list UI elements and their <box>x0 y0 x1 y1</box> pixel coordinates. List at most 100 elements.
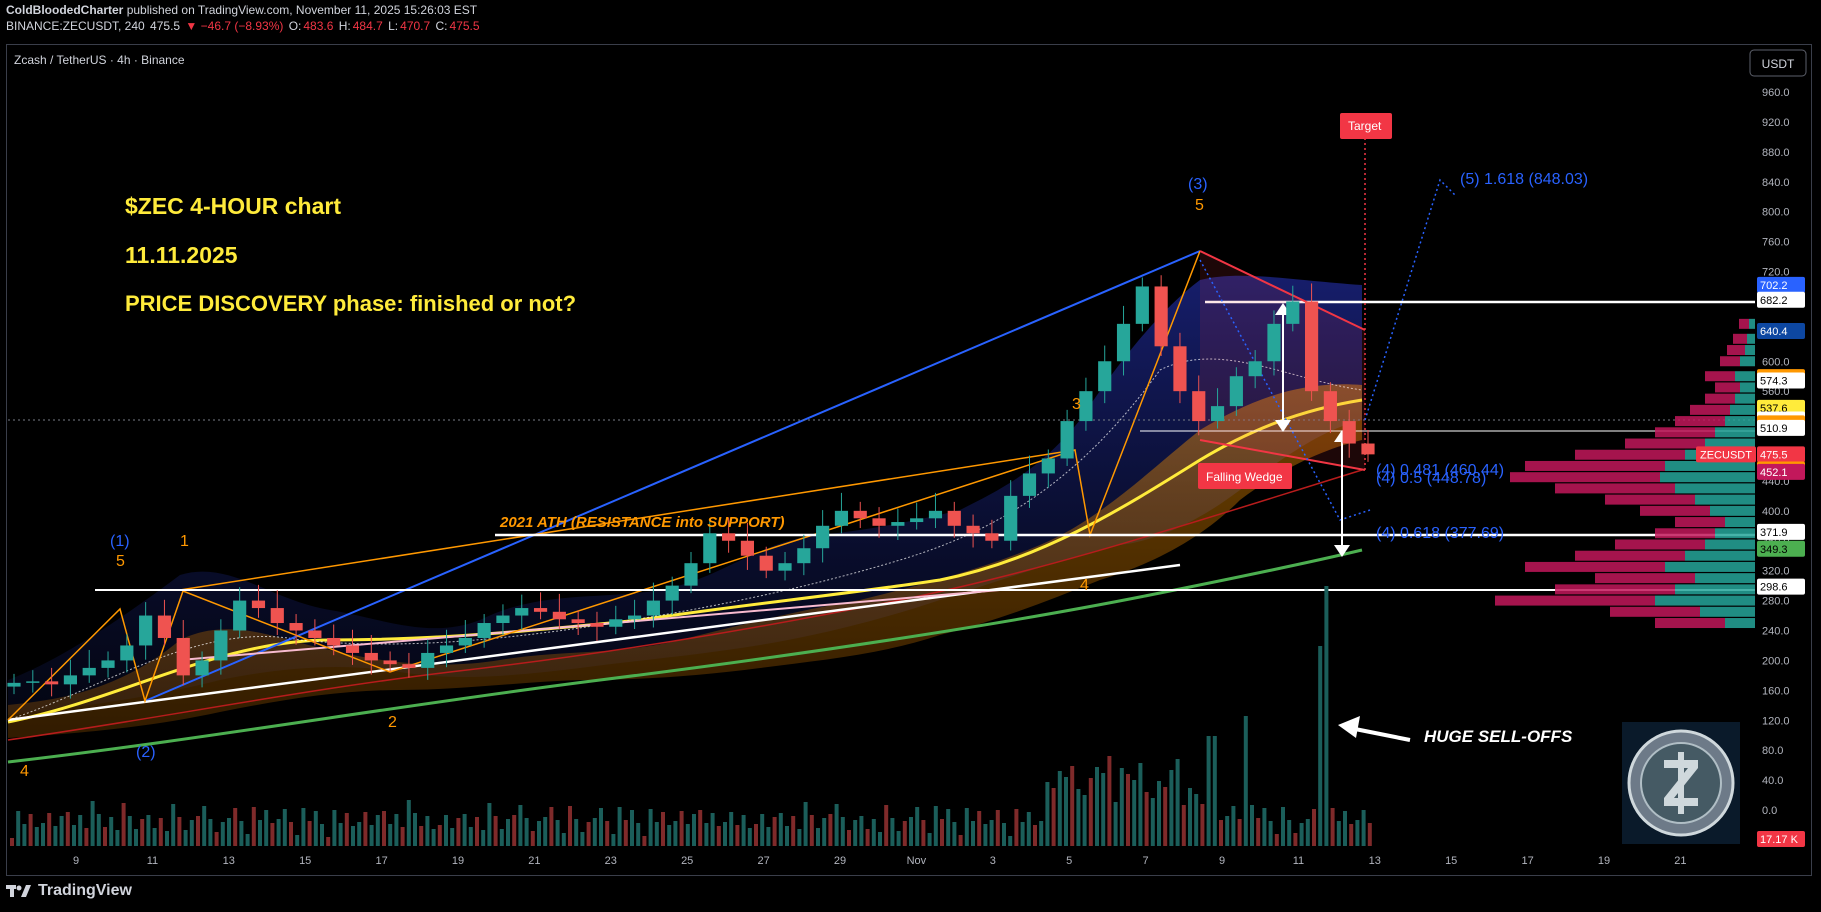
volume-bar <box>1088 778 1093 846</box>
volume-bar <box>785 826 789 846</box>
open-label: O: <box>288 19 302 33</box>
elliott-wave-orange <box>7 250 1201 721</box>
volume-bar <box>1051 788 1056 846</box>
volume-bar <box>1243 716 1248 846</box>
price-chart[interactable]: Zcash / TetherUS · 4h · Binance <box>0 0 1821 880</box>
volume-profile-bar-down <box>1640 505 1710 516</box>
volume-bar <box>735 825 740 846</box>
volume-bar <box>400 827 405 846</box>
y-tick-label: 920.0 <box>1762 117 1790 129</box>
candle-body <box>139 615 153 646</box>
volume-bar <box>462 814 467 846</box>
price-tag-box <box>1757 578 1805 595</box>
y-tick-label: 80.0 <box>1762 745 1783 757</box>
volume-bar <box>778 813 783 846</box>
volume-bar <box>754 824 758 846</box>
annotation-ath: 2021 ATH (RESISTANCE into SUPPORT) <box>499 514 784 531</box>
sell-offs-label: HUGE SELL-OFFS <box>1424 727 1573 746</box>
price-tag-box <box>1757 446 1805 463</box>
volume-bar <box>884 805 889 846</box>
volume-bar <box>214 832 219 846</box>
volume-profile-bar-down <box>1675 517 1725 528</box>
x-tick-label: 5 <box>1066 855 1072 867</box>
volume-bar <box>313 811 318 846</box>
tradingview-logo-icon <box>6 885 31 897</box>
candle-body <box>45 681 59 685</box>
volume-profile-bar-up <box>1665 561 1755 572</box>
volume-profile-bar-up <box>1715 528 1755 539</box>
volume-bar <box>1181 805 1186 846</box>
candle-body <box>1154 286 1168 347</box>
volume-bar <box>1299 823 1304 846</box>
currency-button[interactable] <box>1749 49 1807 77</box>
volume-bar <box>65 812 70 846</box>
volume-bar <box>425 816 430 846</box>
volume-bar <box>487 803 492 846</box>
volume-bar <box>859 816 864 846</box>
candle-body <box>910 518 924 523</box>
zcash-coin-logo <box>1622 722 1740 844</box>
price-tag-value: 17.17 K <box>1760 834 1799 846</box>
volume-bar <box>1312 809 1316 846</box>
volume-bar <box>444 815 448 846</box>
volume-profile-bar-down <box>1655 528 1715 539</box>
chart-pane[interactable] <box>6 44 1812 876</box>
falling-wedge-label: Falling Wedge <box>1206 470 1283 484</box>
target-badge <box>1340 113 1392 139</box>
volume-bar <box>1026 812 1031 846</box>
x-tick-label: 7 <box>1143 855 1149 867</box>
candle-body <box>665 585 679 601</box>
volume-bar <box>258 820 262 846</box>
volume-bar <box>202 806 207 846</box>
volume-bar <box>1281 807 1285 846</box>
author-name[interactable]: ColdBloodedCharter <box>6 3 124 17</box>
candle-body <box>1135 286 1149 324</box>
volume-bar <box>822 818 827 846</box>
volume-bar <box>524 818 529 846</box>
volume-bar <box>1163 787 1168 846</box>
volume-profile-bar-up <box>1660 472 1755 483</box>
target-label: Target <box>1348 119 1382 133</box>
volume-bar <box>1169 770 1174 846</box>
volume-profile-bar-up <box>1740 382 1755 393</box>
x-tick-label: 17 <box>1521 855 1533 867</box>
volume-bar <box>1305 819 1310 846</box>
volume-bar <box>989 820 994 846</box>
y-tick-label: 720.0 <box>1762 267 1790 279</box>
price-tag-value: 640.4 <box>1760 326 1788 338</box>
wedge-lower <box>1199 439 1366 471</box>
volume-bar <box>958 835 963 846</box>
volume-bar <box>506 819 510 846</box>
price-tag-box <box>1757 372 1805 389</box>
candle-body <box>120 645 134 661</box>
volume-bar <box>1057 771 1062 846</box>
volume-bar <box>227 818 231 846</box>
tradingview-footer[interactable]: TradingView <box>6 882 132 900</box>
volume-profile-bar-down <box>1720 356 1740 367</box>
volume-bar <box>183 830 188 846</box>
candle-body <box>101 660 115 668</box>
y-tick-label: 880.0 <box>1762 147 1790 159</box>
volume-bar <box>47 813 52 846</box>
volume-profile-bar-down <box>1705 371 1735 382</box>
volume-profile <box>1495 318 1755 629</box>
candle-body <box>439 645 454 653</box>
volume-bar <box>1361 810 1366 846</box>
volume-bar <box>90 801 95 846</box>
volume-bar <box>599 808 603 846</box>
volume-profile-bar-down <box>1555 584 1675 595</box>
volume-bar <box>1225 816 1230 846</box>
volume-bar <box>1324 586 1329 846</box>
volume-bar <box>716 826 721 846</box>
annotation-date: 11.11.2025 <box>125 242 238 268</box>
high-value: 484.7 <box>352 19 383 33</box>
open-value: 483.6 <box>303 19 334 33</box>
volume-bar <box>1355 820 1360 846</box>
volume-bar <box>896 831 901 846</box>
volume-bar <box>921 820 926 846</box>
candle-body <box>270 608 284 624</box>
last-price: 475.5 <box>150 19 181 33</box>
volume-bar <box>326 837 331 846</box>
candle-body <box>308 630 322 638</box>
volume-bar <box>834 804 839 846</box>
